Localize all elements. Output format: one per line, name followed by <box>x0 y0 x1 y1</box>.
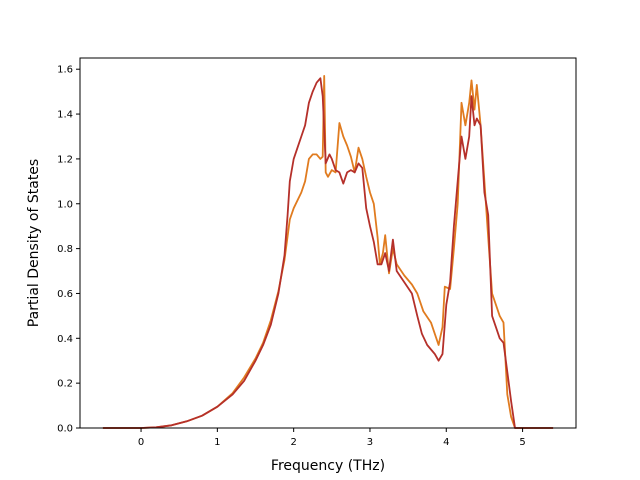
x-tick-label: 5 <box>519 437 525 448</box>
x-tick-label: 0 <box>138 437 144 448</box>
x-tick-label: 3 <box>367 437 373 448</box>
series-line-2 <box>102 77 554 429</box>
y-axis-ticks: 0.0 0.2 0.4 0.6 0.8 1.0 1.2 1.4 1.6 <box>57 65 80 435</box>
x-tick-label: 2 <box>290 437 296 448</box>
x-tick-label: 1 <box>214 437 220 448</box>
plot-frame <box>79 57 577 429</box>
x-axis-label: Frequency (THz) <box>271 458 385 474</box>
y-tick-label: 1.2 <box>57 154 73 165</box>
y-tick-label: 1.6 <box>57 65 73 76</box>
x-tick-label: 4 <box>443 437 449 448</box>
y-tick-label: 0.6 <box>57 289 73 300</box>
y-axis-label: Partial Density of States <box>26 159 42 327</box>
y-tick-label: 1.0 <box>57 199 73 210</box>
y-tick-label: 1.4 <box>57 110 73 121</box>
y-tick-label: 0.0 <box>57 424 73 435</box>
y-tick-label: 0.8 <box>57 244 73 255</box>
series-layer <box>102 75 554 429</box>
y-tick-label: 0.2 <box>57 379 73 390</box>
y-tick-label: 0.4 <box>57 334 73 345</box>
x-axis-ticks: 0 1 2 3 4 5 <box>138 428 526 448</box>
